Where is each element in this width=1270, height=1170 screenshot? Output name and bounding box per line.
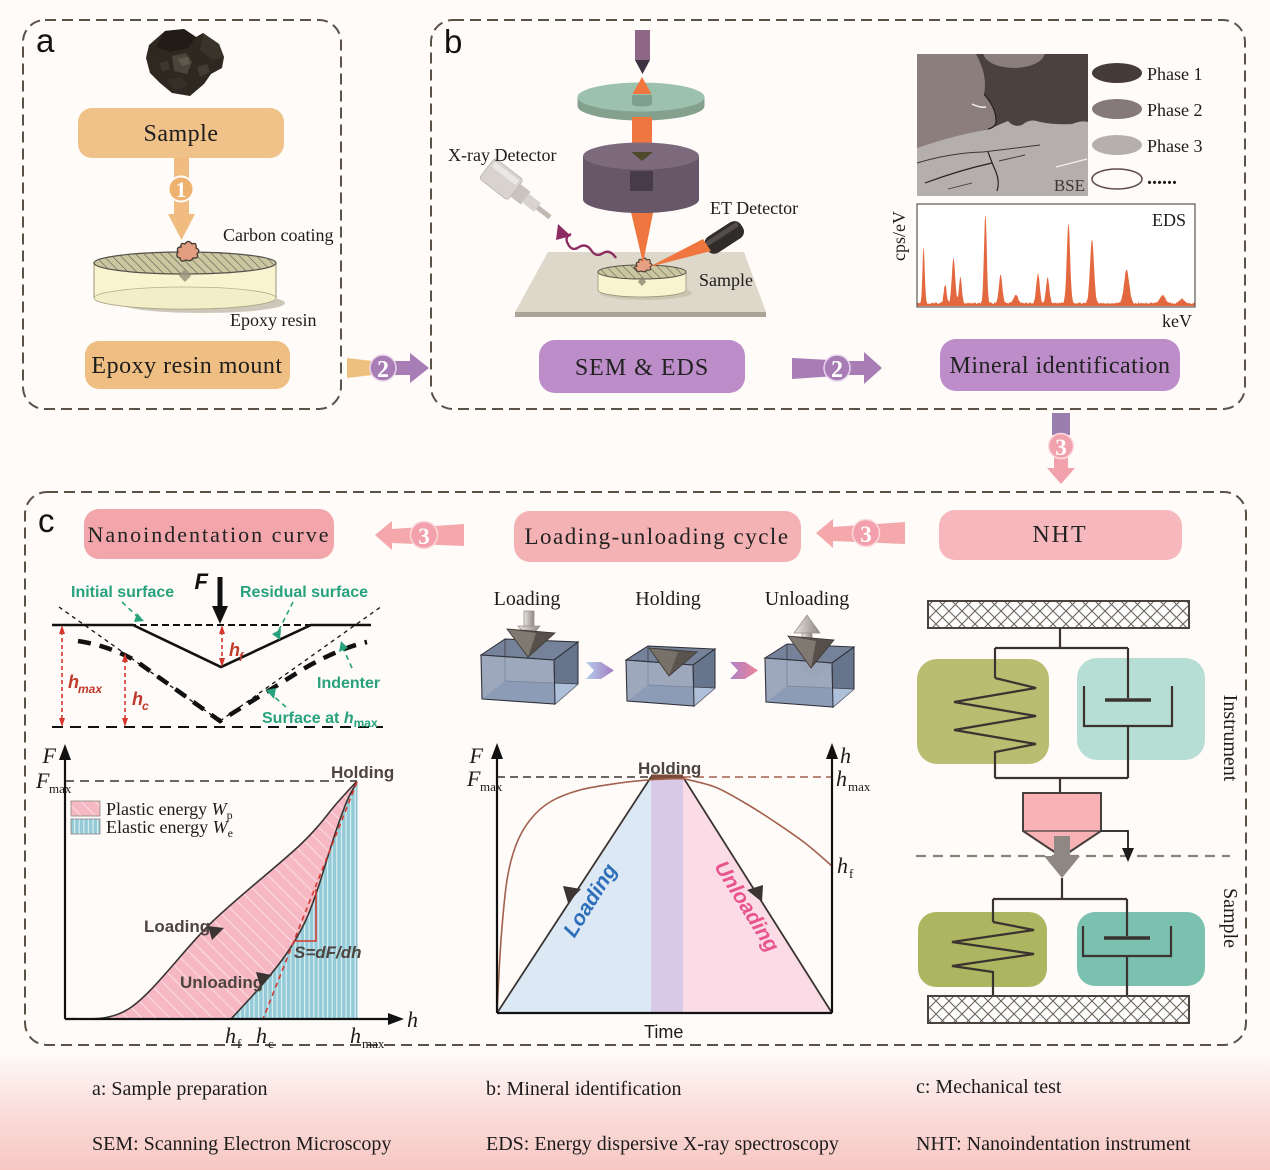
svg-text:Indenter: Indenter (317, 675, 380, 692)
svg-text:Residual surface: Residual surface (240, 584, 368, 601)
svg-text:h: h (350, 1023, 361, 1048)
svg-text:h: h (229, 640, 240, 660)
svg-text:Loading-unloading cycle: Loading-unloading cycle (524, 524, 789, 549)
svg-text:F: F (466, 766, 481, 791)
svg-text:Unloading: Unloading (180, 973, 263, 992)
svg-text:Plastic energy Wp: Plastic energy Wp (106, 799, 233, 822)
svg-text:a: a (36, 22, 55, 59)
svg-text:c: c (142, 699, 149, 713)
svg-text:Epoxy resin mount: Epoxy resin mount (91, 353, 282, 379)
svg-text:F: F (195, 569, 209, 594)
svg-text:BSE: BSE (1054, 176, 1085, 195)
svg-text:Phase 2: Phase 2 (1147, 100, 1203, 120)
svg-text:EDS: Energy dispersive X-ray s: EDS: Energy dispersive X-ray spectroscop… (486, 1133, 839, 1155)
svg-text:Sample: Sample (1219, 888, 1241, 948)
svg-text:Holding: Holding (635, 588, 701, 610)
svg-text:X-ray Detector: X-ray Detector (448, 145, 556, 165)
svg-text:Mineral identification: Mineral identification (950, 353, 1171, 379)
svg-text:max: max (848, 779, 871, 794)
svg-text:h: h (840, 743, 851, 768)
svg-text:Holding: Holding (638, 759, 701, 778)
svg-text:f: f (239, 650, 244, 664)
svg-text:Time: Time (644, 1022, 683, 1042)
svg-text:3: 3 (1055, 435, 1067, 460)
svg-text:a: Sample preparation: a: Sample preparation (92, 1078, 268, 1100)
svg-text:c: Mechanical test: c: Mechanical test (916, 1076, 1062, 1098)
svg-text:......: ...... (1147, 167, 1177, 189)
svg-text:keV: keV (1162, 311, 1192, 331)
svg-text:max: max (480, 779, 503, 794)
svg-text:Elastic energy We: Elastic energy We (106, 817, 233, 840)
svg-text:F: F (42, 743, 57, 768)
svg-text:SEM & EDS: SEM & EDS (575, 355, 709, 381)
svg-text:Unloading: Unloading (765, 588, 849, 610)
svg-text:Epoxy resin: Epoxy resin (230, 310, 316, 330)
svg-text:h: h (68, 672, 79, 692)
svg-text:SEM: Scanning Electron Microsc: SEM: Scanning Electron Microscopy (92, 1133, 391, 1155)
svg-text:h: h (132, 689, 143, 709)
svg-text:NHT: NHT (1032, 522, 1087, 548)
svg-text:Sample: Sample (699, 270, 753, 290)
svg-text:cps/eV: cps/eV (889, 211, 909, 261)
svg-text:S=dF/dh: S=dF/dh (294, 943, 362, 962)
svg-text:max: max (78, 682, 103, 696)
svg-text:Holding: Holding (331, 763, 394, 782)
svg-text:b: b (444, 23, 462, 60)
svg-text:h: h (407, 1007, 418, 1032)
svg-text:c: c (268, 1036, 274, 1051)
svg-text:NHT: Nanoindentation instrumen: NHT: Nanoindentation instrument (916, 1133, 1191, 1155)
svg-text:b: Mineral identification: b: Mineral identification (486, 1078, 682, 1100)
svg-text:ET Detector: ET Detector (710, 198, 798, 218)
svg-text:2: 2 (831, 357, 843, 383)
svg-text:Carbon coating: Carbon coating (223, 225, 333, 245)
svg-text:h: h (225, 1023, 236, 1048)
svg-text:Instrument: Instrument (1219, 695, 1241, 782)
svg-text:Loading: Loading (144, 917, 210, 936)
svg-text:Initial surface: Initial surface (71, 584, 174, 601)
svg-text:Sample: Sample (144, 121, 219, 147)
svg-text:Phase 3: Phase 3 (1147, 136, 1203, 156)
svg-text:Loading: Loading (494, 588, 561, 610)
svg-text:f: f (237, 1036, 242, 1051)
svg-text:F: F (469, 743, 484, 768)
svg-text:Phase 1: Phase 1 (1147, 64, 1203, 84)
svg-text:1: 1 (176, 177, 187, 202)
svg-text:c: c (38, 502, 55, 539)
svg-text:h: h (256, 1023, 267, 1048)
svg-text:EDS: EDS (1152, 210, 1186, 230)
svg-text:max: max (362, 1036, 385, 1051)
svg-text:h: h (836, 766, 847, 791)
svg-text:max: max (49, 781, 72, 796)
svg-text:f: f (849, 866, 854, 881)
svg-text:F: F (35, 768, 50, 793)
svg-text:3: 3 (860, 522, 872, 547)
svg-text:Nanoindentation curve: Nanoindentation curve (88, 522, 331, 547)
svg-text:3: 3 (418, 524, 430, 549)
svg-text:Surface at hmax: Surface at hmax (262, 710, 378, 730)
svg-text:h: h (837, 853, 848, 878)
svg-text:2: 2 (377, 357, 389, 383)
